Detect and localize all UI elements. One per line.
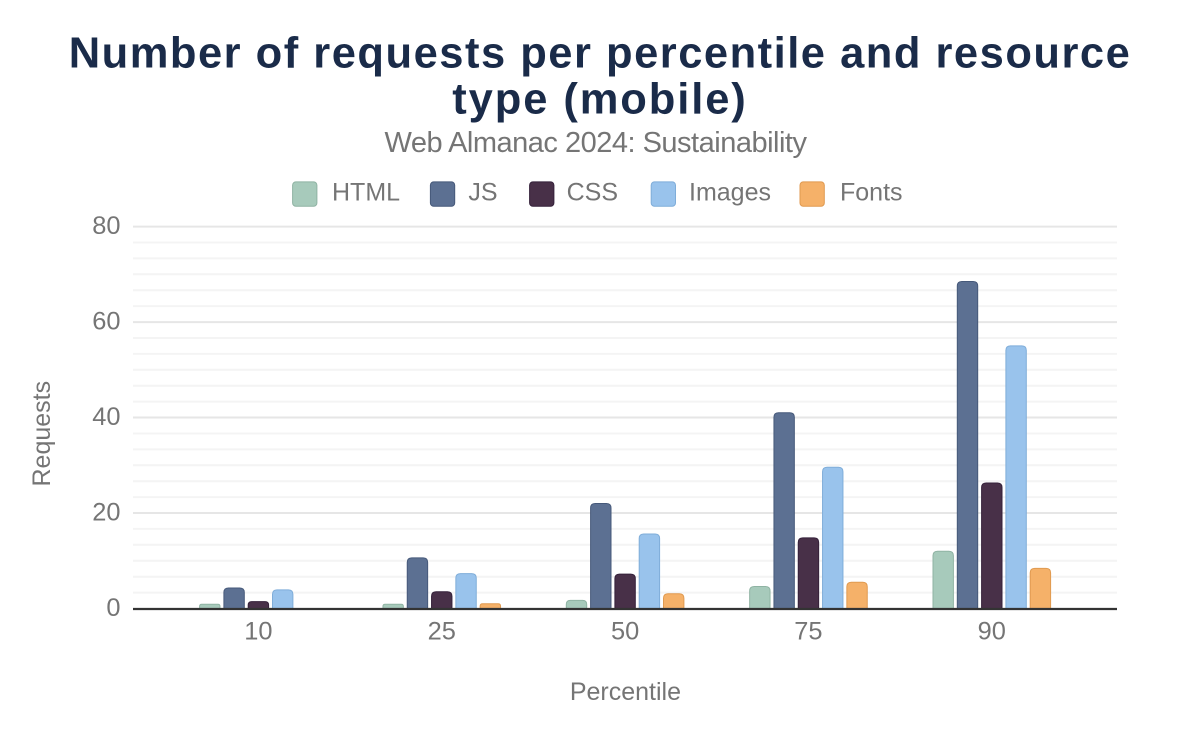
svg-text:40: 40 <box>92 403 120 431</box>
svg-text:JS: JS <box>468 179 497 207</box>
svg-text:CSS: CSS <box>567 179 618 207</box>
svg-text:Number of requests per percent: Number of requests per percentile and re… <box>69 30 1132 78</box>
svg-text:Fonts: Fonts <box>840 179 903 207</box>
svg-text:10: 10 <box>244 618 272 646</box>
svg-text:25: 25 <box>428 618 456 646</box>
svg-text:80: 80 <box>92 212 120 240</box>
svg-text:20: 20 <box>92 498 120 526</box>
svg-text:HTML: HTML <box>332 179 400 207</box>
svg-text:0: 0 <box>106 594 120 622</box>
svg-text:Percentile: Percentile <box>570 678 681 706</box>
svg-text:60: 60 <box>92 308 120 336</box>
svg-text:50: 50 <box>611 618 639 646</box>
svg-text:Requests: Requests <box>28 381 56 487</box>
svg-text:type (mobile): type (mobile) <box>452 76 747 124</box>
svg-text:Web Almanac 2024: Sustainabili: Web Almanac 2024: Sustainability <box>385 127 808 159</box>
svg-text:90: 90 <box>978 618 1006 646</box>
svg-text:75: 75 <box>794 618 822 646</box>
svg-text:Images: Images <box>689 179 771 207</box>
